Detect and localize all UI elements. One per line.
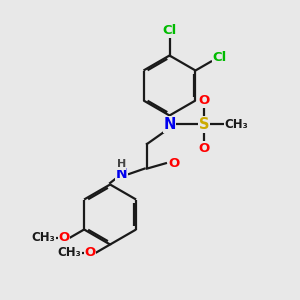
Text: O: O (168, 157, 180, 170)
Text: CH₃: CH₃ (224, 118, 248, 131)
Text: S: S (199, 117, 209, 132)
Text: O: O (198, 142, 210, 155)
Text: O: O (58, 231, 70, 244)
Text: N: N (163, 117, 176, 132)
Text: O: O (198, 94, 210, 107)
Text: CH₃: CH₃ (58, 246, 82, 259)
Text: Cl: Cl (162, 24, 177, 38)
Text: Cl: Cl (212, 51, 226, 64)
Text: N: N (116, 167, 127, 181)
Text: CH₃: CH₃ (32, 231, 56, 244)
Text: O: O (84, 246, 95, 259)
Text: H: H (117, 159, 126, 170)
